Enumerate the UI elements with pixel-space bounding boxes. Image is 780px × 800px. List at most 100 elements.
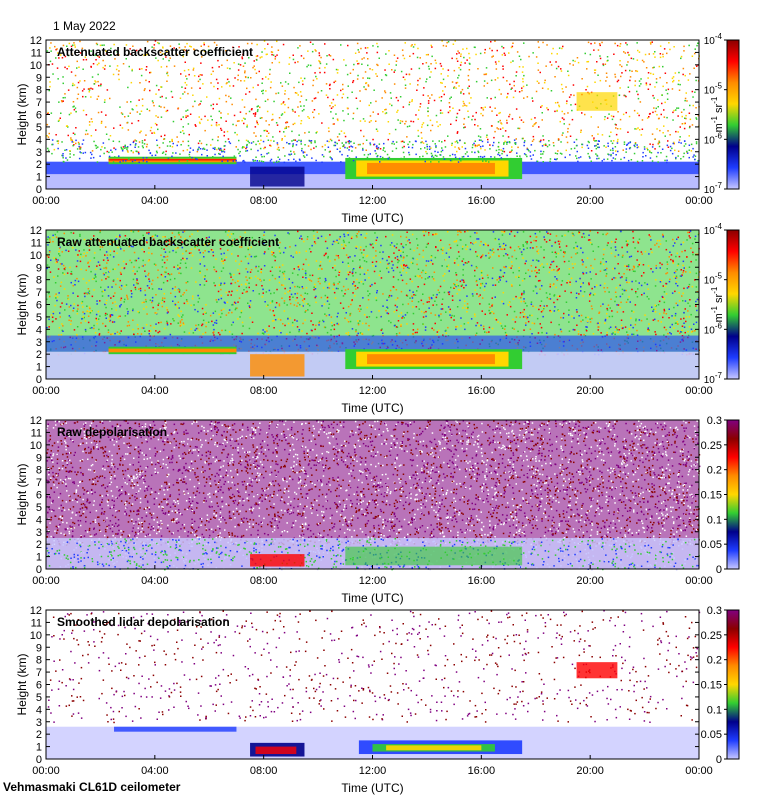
panel-1-ylabel: Height (km) bbox=[15, 83, 29, 145]
panel-1-ytick-label: 8 bbox=[36, 85, 42, 97]
panel-4-title: Smoothed lidar depolarisation bbox=[57, 615, 230, 629]
panel-2-ytick-label: 11 bbox=[31, 237, 42, 249]
panel-1-colorbar-units: m-1 sr-1 bbox=[710, 96, 725, 132]
panel-1-colorbar-label: 10-5 bbox=[704, 82, 723, 97]
panel-2-ytick-label: 12 bbox=[30, 225, 42, 237]
panel-1-ytick-label: 1 bbox=[36, 172, 42, 184]
panel-1-xtick-label: 00:00 bbox=[685, 195, 713, 207]
panel-4-ytick-label: 9 bbox=[36, 642, 42, 654]
panel-3-xtick-label: 20:00 bbox=[576, 575, 604, 587]
panel-3-xtick-label: 04:00 bbox=[141, 575, 169, 587]
panel-4-xtick-label: 00:00 bbox=[32, 765, 60, 777]
panel-2-ylabel: Height (km) bbox=[15, 273, 29, 335]
panel-2-xlabel: Time (UTC) bbox=[341, 401, 403, 415]
panel-2-ytick-label: 8 bbox=[36, 275, 42, 287]
panel-1-xtick-label: 08:00 bbox=[250, 195, 278, 207]
panel-2-colorbar-label: 10-7 bbox=[704, 371, 723, 386]
panel-4-xtick-label: 04:00 bbox=[141, 765, 169, 777]
panel-1-ytick-label: 3 bbox=[36, 147, 42, 159]
instrument-label: Vehmasmaki CL61D ceilometer bbox=[3, 780, 181, 794]
panel-3-ytick-label: 11 bbox=[31, 427, 42, 439]
panel-4-ytick-label: 8 bbox=[36, 655, 42, 667]
panel-4-colorbar-label: 0 bbox=[716, 754, 722, 766]
panel-4-ytick-label: 5 bbox=[36, 692, 42, 704]
panel-4-xtick-label: 20:00 bbox=[576, 765, 604, 777]
panel-1-xlabel: Time (UTC) bbox=[341, 211, 403, 225]
panel-3-colorbar-label: 0.1 bbox=[707, 514, 722, 526]
panel-2-ytick-label: 10 bbox=[30, 250, 42, 262]
panel-1-ytick-label: 6 bbox=[36, 110, 42, 122]
panel-4-xtick-label: 08:00 bbox=[250, 765, 278, 777]
panel-1-ytick-label: 7 bbox=[36, 97, 42, 109]
panel-3-colorbar-label: 0.2 bbox=[707, 465, 722, 477]
panel-4-xtick-label: 00:00 bbox=[685, 765, 713, 777]
panel-3-ytick-label: 8 bbox=[36, 465, 42, 477]
panel-1-ytick-label: 5 bbox=[36, 122, 42, 134]
panel-4-ytick-label: 1 bbox=[36, 742, 42, 754]
panel-4-ytick-label: 0 bbox=[36, 754, 42, 766]
panel-1-ytick-label: 2 bbox=[36, 159, 42, 171]
panel-1-colorbar-label: 10-4 bbox=[704, 32, 723, 47]
panel-4-colorbar-label: 0.3 bbox=[707, 605, 722, 617]
panel-3-ytick-label: 0 bbox=[36, 564, 42, 576]
panel-4-ytick-label: 12 bbox=[30, 605, 42, 617]
panel-2-colorbar-label: 10-5 bbox=[704, 272, 723, 287]
panel-1-title: Attenuated backscatter coefficient bbox=[57, 45, 253, 59]
panel-4-ytick-label: 3 bbox=[36, 717, 42, 729]
panel-4-ylabel: Height (km) bbox=[15, 653, 29, 715]
panel-2-colorbar-label: 10-4 bbox=[704, 222, 723, 237]
panel-3-xtick-label: 08:00 bbox=[250, 575, 278, 587]
panel-2-ytick-label: 4 bbox=[36, 324, 42, 336]
panel-4-colorbar bbox=[726, 609, 740, 760]
panel-4-ytick-label: 7 bbox=[36, 667, 42, 679]
panel-1-ytick-label: 12 bbox=[30, 35, 42, 47]
panel-3-ytick-label: 12 bbox=[30, 415, 42, 427]
panel-3-colorbar-label: 0.15 bbox=[701, 490, 722, 502]
panel-2-xtick-label: 16:00 bbox=[468, 385, 496, 397]
panel-4-ytick-label: 4 bbox=[36, 704, 42, 716]
panel-3-ytick-label: 10 bbox=[30, 440, 42, 452]
panel-3-title: Raw depolarisation bbox=[57, 425, 167, 439]
panel-3-xtick-label: 12:00 bbox=[359, 575, 387, 587]
panel-1-xtick-label: 00:00 bbox=[32, 195, 60, 207]
panel-3-ytick-label: 3 bbox=[36, 527, 42, 539]
panel-4-colorbar-label: 0.2 bbox=[707, 655, 722, 667]
panel-4-xtick-label: 12:00 bbox=[359, 765, 387, 777]
panel-2-ytick-label: 1 bbox=[36, 362, 42, 374]
panel-1-xtick-label: 16:00 bbox=[468, 195, 496, 207]
panel-3-colorbar-label: 0.3 bbox=[707, 415, 722, 427]
panel-3-colorbar bbox=[726, 419, 740, 570]
panel-1-colorbar bbox=[726, 39, 740, 190]
panel-2-ytick-label: 5 bbox=[36, 312, 42, 324]
panel-3-ytick-label: 1 bbox=[36, 552, 42, 564]
panel-2-xtick-label: 08:00 bbox=[250, 385, 278, 397]
panel-3-xlabel: Time (UTC) bbox=[341, 591, 403, 605]
panel-3-ytick-label: 9 bbox=[36, 452, 42, 464]
panel-3-ytick-label: 2 bbox=[36, 539, 42, 551]
panel-3-ytick-label: 5 bbox=[36, 502, 42, 514]
panel-2-colorbar-label: 10-6 bbox=[704, 321, 723, 336]
panel-4-ytick-label: 6 bbox=[36, 680, 42, 692]
panel-2-xtick-label: 00:00 bbox=[685, 385, 713, 397]
panel-3-ytick-label: 7 bbox=[36, 477, 42, 489]
panel-4-ytick-label: 10 bbox=[30, 630, 42, 642]
panel-2-ytick-label: 0 bbox=[36, 374, 42, 386]
panel-4-colorbar-label: 0.1 bbox=[707, 704, 722, 716]
panel-2-xtick-label: 04:00 bbox=[141, 385, 169, 397]
panel-2-colorbar bbox=[726, 229, 740, 380]
panel-4-colorbar-label: 0.15 bbox=[701, 680, 722, 692]
panel-4-xlabel: Time (UTC) bbox=[341, 781, 403, 795]
panel-4-ytick-label: 2 bbox=[36, 729, 42, 741]
panel-1-xtick-label: 20:00 bbox=[576, 195, 604, 207]
panel-3-ytick-label: 6 bbox=[36, 490, 42, 502]
panel-1-xtick-label: 04:00 bbox=[141, 195, 169, 207]
panel-1-colorbar-label: 10-6 bbox=[704, 131, 723, 146]
panel-2-ytick-label: 3 bbox=[36, 337, 42, 349]
panel-1-ytick-label: 9 bbox=[36, 72, 42, 84]
panel-1-ytick-label: 4 bbox=[36, 134, 42, 146]
plot-date: 1 May 2022 bbox=[53, 19, 116, 33]
panel-3-colorbar-label: 0 bbox=[716, 564, 722, 576]
panel-2-xtick-label: 00:00 bbox=[32, 385, 60, 397]
panel-3-xtick-label: 16:00 bbox=[468, 575, 496, 587]
